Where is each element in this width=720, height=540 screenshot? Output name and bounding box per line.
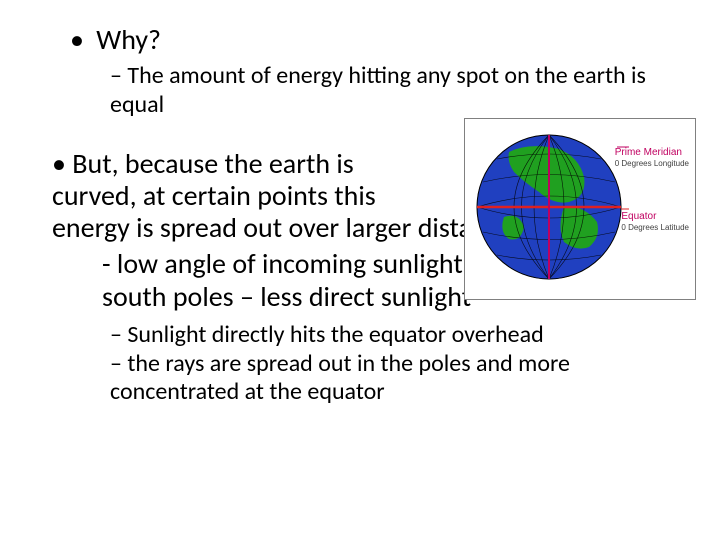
bullet-why: Why?	[70, 24, 690, 56]
slide: Why? The amount of energy hitting any sp…	[0, 0, 720, 540]
pm-sub: 0 Degrees Longitude	[615, 159, 689, 168]
pm-text: Prime Meridian	[615, 147, 682, 158]
equator-label: Equator 0 Degrees Latitude	[621, 211, 689, 233]
globe-image: Prime Meridian 0 Degrees Longitude Equat…	[464, 118, 696, 300]
prime-meridian-label: Prime Meridian 0 Degrees Longitude	[615, 147, 689, 169]
but-line3: energy is spread out over larger distanc…	[52, 210, 523, 245]
bullet-sun-eq: Sunlight directly hits the equator overh…	[110, 321, 690, 350]
bullet-why-sub: The amount of energy hitting any spot on…	[110, 62, 690, 120]
eq-sub: 0 Degrees Latitude	[621, 223, 689, 232]
globe-icon	[469, 127, 629, 287]
bullet-sun-poles: the rays are spread out in the poles and…	[110, 350, 690, 408]
but-line1: • But, because the earth is	[52, 146, 354, 181]
but-line2: curved, at certain points this	[52, 178, 376, 213]
eq-text: Equator	[621, 211, 656, 222]
